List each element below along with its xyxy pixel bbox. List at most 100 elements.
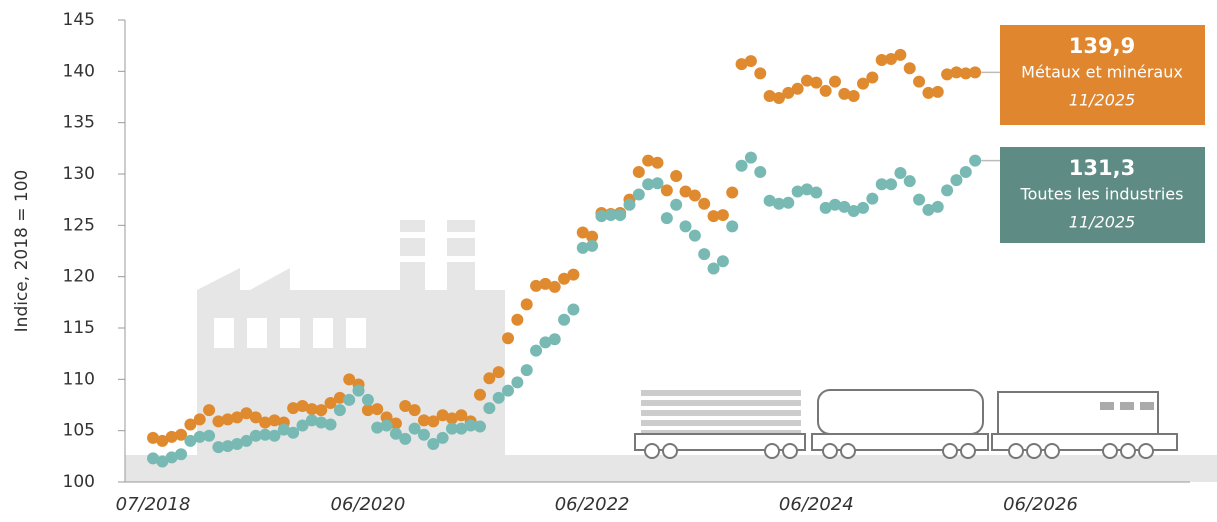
dot <box>334 404 346 416</box>
dot <box>894 49 906 61</box>
dot <box>810 186 822 198</box>
y-tick-label: 145 <box>63 10 95 30</box>
dot <box>521 298 533 310</box>
dot <box>745 152 757 164</box>
y-tick-label: 130 <box>63 164 95 184</box>
y-tick-label: 115 <box>63 318 95 338</box>
callout-date: 11/2025 <box>1069 213 1135 232</box>
dot <box>782 197 794 209</box>
dot <box>969 155 981 167</box>
dot <box>866 193 878 205</box>
dot <box>726 220 738 232</box>
y-tick-label: 125 <box>63 215 95 235</box>
dot <box>502 385 514 397</box>
dot <box>474 421 486 433</box>
dot <box>567 304 579 316</box>
dot <box>792 83 804 95</box>
dot <box>530 345 542 357</box>
dot <box>633 166 645 178</box>
y-tick-label: 100 <box>63 472 95 492</box>
x-tick-label: 06/2022 <box>555 494 630 515</box>
y-tick-label: 135 <box>63 113 95 133</box>
dot <box>913 76 925 88</box>
dot <box>670 170 682 182</box>
y-tick-label: 120 <box>63 267 95 287</box>
dot <box>511 314 523 326</box>
dot <box>736 160 748 172</box>
dot <box>549 281 561 293</box>
dot <box>418 429 430 441</box>
dot <box>409 404 421 416</box>
chart: Indice, 2018 = 100 100 105 110 115 120 125 130… <box>0 0 1217 518</box>
dot <box>866 71 878 83</box>
dot <box>493 366 505 378</box>
x-tick-label: 06/2026 <box>1003 494 1078 515</box>
dot <box>904 62 916 74</box>
dot <box>203 430 215 442</box>
dot <box>810 77 822 89</box>
callout-name: Toutes les industries <box>1020 185 1184 204</box>
dot <box>521 364 533 376</box>
callout-date: 11/2025 <box>1069 91 1135 110</box>
dot <box>558 314 570 326</box>
dot <box>969 66 981 78</box>
dot <box>745 55 757 67</box>
callout-value: 139,9 <box>1069 34 1135 58</box>
x-tick-label: 07/2018 <box>116 494 191 515</box>
dot <box>689 190 701 202</box>
dot <box>399 433 411 445</box>
callout-value: 131,3 <box>1069 156 1135 180</box>
dot <box>652 177 664 189</box>
dot <box>353 385 365 397</box>
y-tick-label: 110 <box>63 369 95 389</box>
y-tick-label: 140 <box>63 61 95 81</box>
dot <box>371 403 383 415</box>
dot <box>502 332 514 344</box>
dot <box>717 209 729 221</box>
dot <box>623 199 635 211</box>
dot <box>670 199 682 211</box>
dot <box>960 166 972 178</box>
y-axis-title: Indice, 2018 = 100 <box>12 170 32 333</box>
dot <box>474 389 486 401</box>
dot <box>194 413 206 425</box>
dot <box>698 198 710 210</box>
dot <box>661 212 673 224</box>
dot <box>857 202 869 214</box>
dot <box>689 230 701 242</box>
dot <box>726 186 738 198</box>
dot <box>698 248 710 260</box>
dot <box>950 174 962 186</box>
dot <box>932 86 944 98</box>
dot <box>652 157 664 169</box>
dot <box>567 269 579 281</box>
dot <box>175 448 187 460</box>
dot <box>885 178 897 190</box>
dot <box>343 394 355 406</box>
dot <box>848 90 860 102</box>
dot <box>633 189 645 201</box>
dot <box>913 194 925 206</box>
dot <box>549 333 561 345</box>
dot <box>754 166 766 178</box>
dot <box>483 402 495 414</box>
dot <box>614 209 626 221</box>
dot <box>941 184 953 196</box>
dot <box>932 201 944 213</box>
callout-name: Métaux et minéraux <box>1021 63 1183 82</box>
dot <box>829 76 841 88</box>
train-art <box>635 390 1177 458</box>
dot <box>511 376 523 388</box>
dot <box>203 404 215 416</box>
dot <box>904 175 916 187</box>
dot <box>717 255 729 267</box>
dot <box>586 240 598 252</box>
dot <box>381 420 393 432</box>
dot <box>680 220 692 232</box>
dot <box>820 85 832 97</box>
dot <box>325 419 337 431</box>
dot <box>437 432 449 444</box>
x-tick-label: 06/2020 <box>331 494 406 515</box>
y-tick-label: 105 <box>63 421 95 441</box>
dot <box>754 67 766 79</box>
